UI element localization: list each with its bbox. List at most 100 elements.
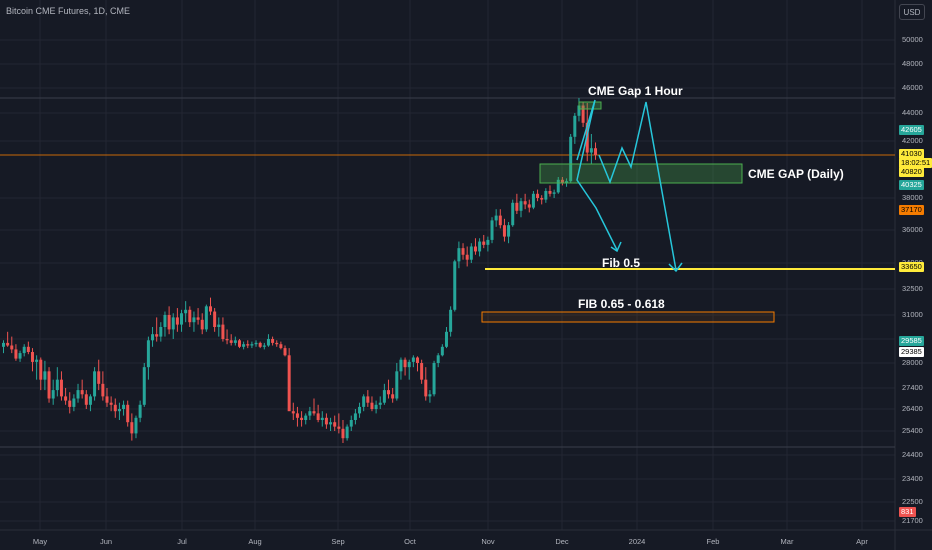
candle-body — [279, 344, 283, 349]
candle-body — [262, 345, 266, 347]
candle-body — [101, 383, 105, 397]
candle-body — [436, 355, 440, 363]
candle — [18, 350, 22, 362]
candle-body — [548, 191, 552, 194]
candle-body — [151, 334, 155, 341]
candle — [560, 177, 564, 186]
candle — [511, 199, 515, 227]
candle — [134, 415, 138, 439]
candle — [14, 344, 18, 361]
candle — [30, 348, 34, 372]
price-tag: 40325 — [899, 180, 924, 190]
candle — [250, 341, 254, 349]
candle-body — [337, 426, 341, 429]
candle — [151, 327, 155, 347]
candle-body — [320, 417, 324, 420]
candle-body — [142, 367, 146, 405]
candle-body — [366, 396, 370, 403]
candle — [308, 406, 312, 420]
candle-body — [229, 340, 233, 343]
candle-body — [478, 241, 482, 252]
candle — [217, 317, 221, 337]
candle-body — [461, 248, 465, 255]
candle — [68, 392, 72, 414]
candle — [175, 308, 179, 332]
candle-body — [333, 422, 337, 427]
candle — [242, 341, 246, 350]
candle-body — [171, 317, 175, 330]
candle-body — [72, 398, 76, 407]
candle-body — [88, 396, 92, 405]
candle — [117, 402, 121, 420]
candle-body — [126, 404, 130, 423]
candle — [362, 394, 366, 412]
gap-daily-box — [539, 163, 743, 184]
candle-body — [192, 317, 196, 323]
currency-button[interactable]: USD — [899, 4, 925, 20]
annotation-cme-gap-1h[interactable]: CME Gap 1 Hour — [588, 84, 683, 98]
time-axis-label: Mar — [780, 537, 794, 546]
price-axis-label: 31000 — [902, 310, 923, 319]
candle — [142, 363, 146, 407]
candle — [594, 142, 598, 160]
candle-body — [109, 402, 113, 405]
candle — [225, 329, 229, 345]
candle — [291, 402, 295, 420]
candle — [589, 134, 593, 165]
annotation-fib-05[interactable]: Fib 0.5 — [602, 256, 641, 270]
candle-body — [482, 241, 486, 245]
price-axis-label: 42000 — [902, 136, 923, 145]
candle-body — [540, 198, 544, 200]
time-axis-label: Oct — [404, 537, 416, 546]
candle-body — [271, 339, 275, 343]
price-tag: 40820 — [899, 167, 924, 177]
candle-body — [519, 201, 523, 211]
candle-body — [308, 411, 312, 416]
candle — [399, 357, 403, 380]
candle — [171, 313, 175, 339]
candle-body — [237, 340, 241, 347]
candle-body — [399, 359, 403, 372]
candle — [523, 193, 527, 210]
candle — [84, 390, 88, 409]
candle — [569, 134, 573, 183]
candle — [581, 101, 585, 127]
candle-body — [560, 179, 564, 183]
candle-body — [175, 317, 179, 325]
candle — [204, 304, 208, 332]
candle — [266, 334, 270, 347]
annotation-fib-range[interactable]: FIB 0.65 - 0.618 — [578, 297, 665, 311]
price-axis-label: 26400 — [902, 404, 923, 413]
candle-body — [362, 396, 366, 407]
candle — [209, 297, 212, 315]
candle — [490, 217, 494, 244]
candle-body — [428, 394, 432, 397]
candle-body — [250, 344, 254, 346]
price-axis-label: 27400 — [902, 383, 923, 392]
candle-body — [43, 371, 47, 380]
candle-body — [184, 309, 188, 314]
time-axis-label: Aug — [248, 537, 262, 546]
candle — [349, 415, 353, 431]
candle — [109, 396, 113, 412]
candle — [329, 417, 333, 431]
candle-body — [204, 306, 208, 330]
candle — [494, 209, 498, 227]
price-axis-label: 28000 — [902, 358, 923, 367]
candle-body — [444, 331, 448, 347]
candle-body — [10, 345, 14, 350]
candle-body — [341, 428, 345, 439]
candle — [192, 311, 196, 332]
candle-body — [283, 348, 287, 356]
candle-body — [39, 359, 43, 380]
candle — [213, 308, 217, 332]
price-axis-label: 44000 — [902, 108, 923, 117]
annotation-cme-gap-daily[interactable]: CME GAP (Daily) — [748, 167, 844, 181]
candle — [304, 413, 308, 425]
candle — [146, 336, 150, 380]
candle — [262, 342, 266, 350]
candle-body — [213, 311, 217, 327]
price-axis-label: 38000 — [902, 193, 923, 202]
candle — [370, 396, 374, 412]
